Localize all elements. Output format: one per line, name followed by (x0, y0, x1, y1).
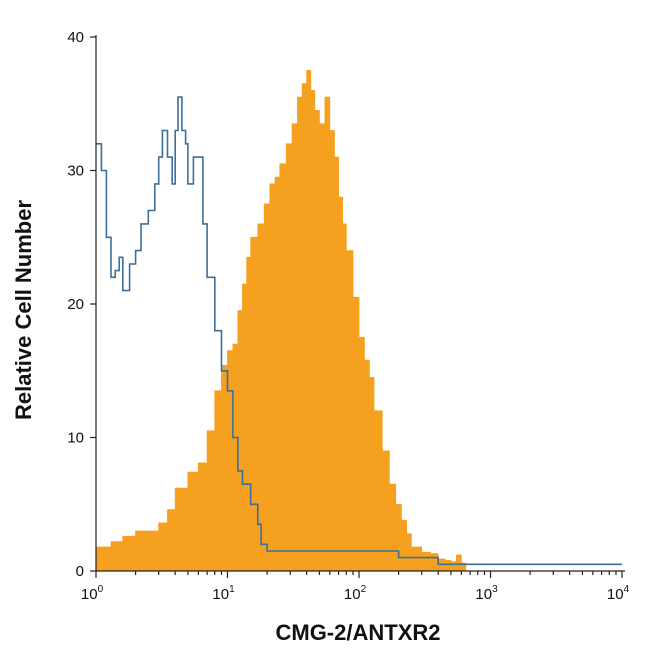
x-tick-label: 100 (81, 584, 104, 603)
x-tick-label: 104 (607, 584, 630, 603)
plot-area (95, 70, 622, 572)
tick-marks: 0 10 20 30 40 100 101 102 103 104 (67, 29, 629, 603)
axes (95, 35, 625, 572)
y-tick-label: 0 (76, 563, 84, 580)
y-tick-label: 20 (67, 296, 84, 313)
y-axis-title: Relative Cell Number (11, 200, 36, 421)
outline-histogram-series (96, 96, 622, 566)
y-tick-label: 30 (67, 163, 84, 180)
y-tick-label: 40 (67, 29, 84, 46)
x-tick-label: 103 (475, 584, 498, 603)
x-tick-label: 101 (212, 584, 235, 603)
x-tick-label: 102 (344, 584, 367, 603)
filled-histogram-series (95, 70, 467, 572)
x-axis-title: CMG-2/ANTXR2 (275, 620, 440, 645)
y-tick-label: 10 (67, 430, 84, 447)
